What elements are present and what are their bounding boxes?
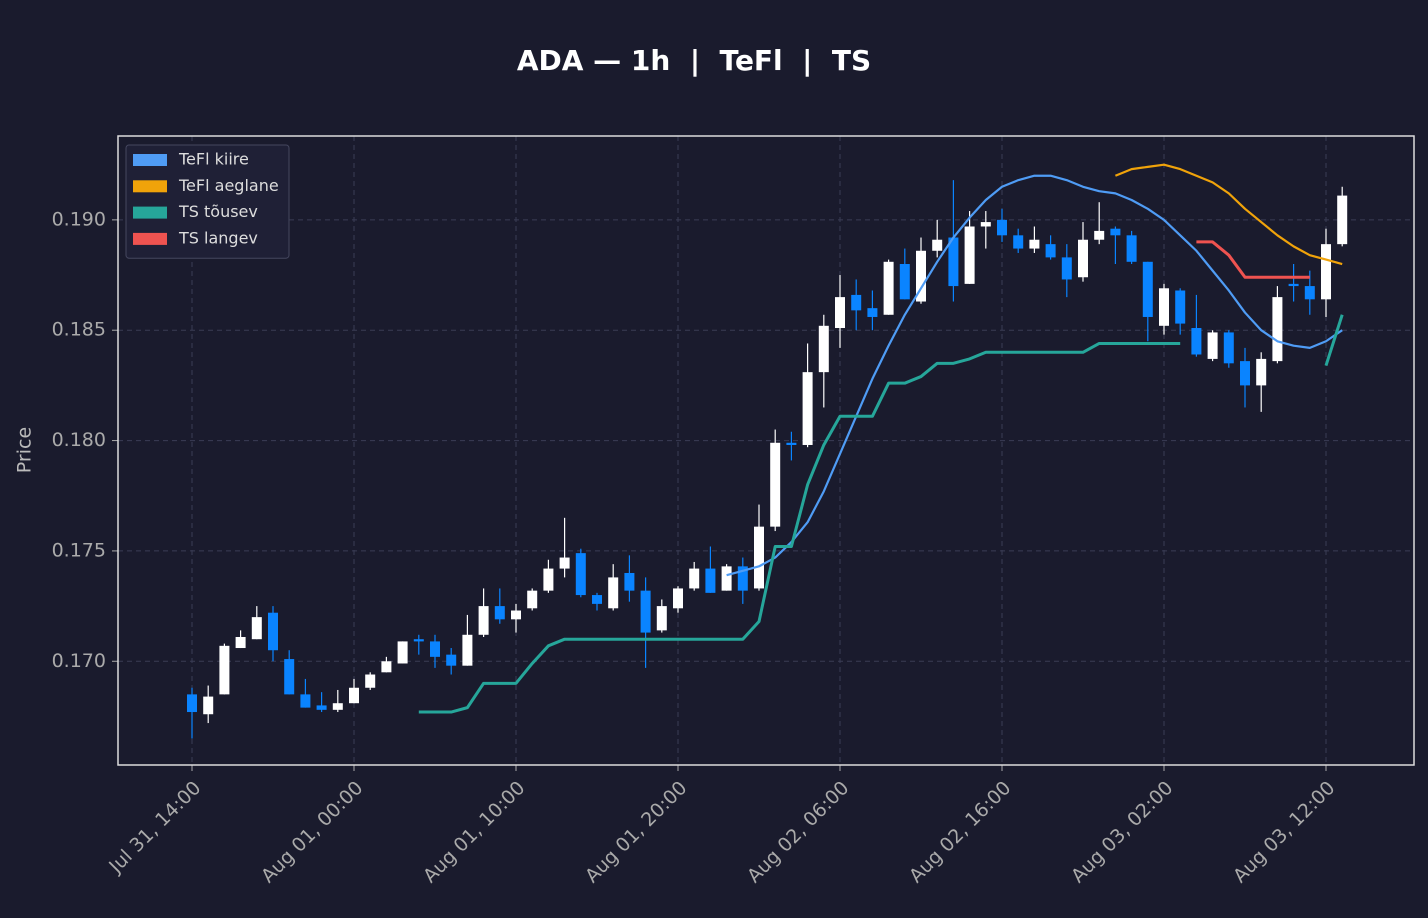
candle-body bbox=[932, 239, 943, 251]
candle-body bbox=[381, 661, 392, 673]
candle-body bbox=[511, 610, 521, 620]
candle-body bbox=[851, 294, 862, 311]
candle-body bbox=[365, 674, 376, 688]
candle-body bbox=[1013, 235, 1024, 249]
candle-body bbox=[1288, 283, 1299, 287]
candle-body bbox=[462, 634, 473, 666]
candle-body bbox=[1321, 244, 1331, 300]
candle-body bbox=[754, 526, 764, 589]
legend-swatch bbox=[133, 180, 167, 193]
candle-body bbox=[705, 568, 716, 593]
legend-label: TeFl kiire bbox=[178, 150, 249, 169]
candle-body bbox=[737, 566, 748, 591]
y-tick-label: 0.190 bbox=[52, 208, 106, 230]
candle-body bbox=[1304, 286, 1315, 300]
candle-body bbox=[268, 612, 278, 651]
candle-body bbox=[1029, 239, 1040, 249]
y-tick-label: 0.175 bbox=[52, 539, 106, 561]
candle-body bbox=[948, 237, 959, 287]
plot-frame bbox=[117, 135, 1415, 766]
candle-body bbox=[867, 308, 878, 317]
candle-body bbox=[413, 639, 424, 642]
candle-body bbox=[316, 705, 327, 710]
candle-body bbox=[1126, 235, 1137, 262]
candle-body bbox=[592, 595, 602, 604]
legend: TeFl kiire TeFl aeglane TS tõusev TS langev bbox=[125, 144, 290, 259]
candle-body bbox=[835, 297, 845, 329]
candle-body bbox=[883, 261, 894, 315]
candle-body bbox=[1045, 244, 1056, 258]
y-tick-label: 0.180 bbox=[52, 429, 106, 451]
candle-body bbox=[1175, 290, 1186, 324]
y-axis-label: Price bbox=[14, 427, 36, 473]
candle-body bbox=[980, 222, 991, 227]
legend-swatch bbox=[133, 232, 167, 245]
candle-body bbox=[899, 264, 910, 300]
indicator-line bbox=[1196, 240, 1310, 279]
candle-body bbox=[689, 568, 700, 589]
candle-body bbox=[251, 617, 262, 640]
candle-body bbox=[478, 606, 489, 635]
candle-body bbox=[1159, 288, 1169, 326]
candle-body bbox=[219, 645, 230, 695]
candle-body bbox=[300, 694, 311, 708]
candle-body bbox=[1094, 230, 1105, 240]
candle-body bbox=[494, 606, 505, 620]
candle-body bbox=[430, 641, 440, 657]
candle-body bbox=[786, 442, 797, 445]
candle-body bbox=[527, 590, 538, 609]
candle-body bbox=[349, 687, 359, 704]
indicator-line bbox=[726, 174, 1343, 577]
candle-body bbox=[203, 696, 214, 715]
candle-body bbox=[624, 572, 635, 591]
candle-body bbox=[608, 577, 619, 609]
candle-body bbox=[543, 568, 554, 591]
candle-body bbox=[1142, 261, 1153, 317]
legend-label: TeFl aeglane bbox=[178, 176, 279, 195]
candle-body bbox=[1191, 328, 1202, 355]
candle-body bbox=[802, 372, 813, 445]
legend-label: TS tõusev bbox=[178, 202, 258, 221]
legend-label: TS langev bbox=[178, 228, 258, 247]
candle-body bbox=[721, 566, 732, 591]
candle-body bbox=[187, 694, 197, 713]
candle-body bbox=[284, 659, 295, 695]
chart-title: ADA — 1h | TeFl | TS bbox=[517, 44, 871, 77]
candle-body bbox=[1337, 195, 1348, 245]
candle-body bbox=[1078, 239, 1088, 278]
candle-body bbox=[1272, 297, 1283, 362]
candle-body bbox=[235, 636, 246, 649]
candle-body bbox=[1240, 361, 1250, 386]
legend-box bbox=[125, 144, 290, 259]
candle-body bbox=[640, 590, 651, 633]
candle-body bbox=[964, 226, 975, 284]
candle-body bbox=[656, 606, 667, 631]
indicator-line bbox=[1324, 314, 1344, 366]
candle-body bbox=[916, 250, 926, 302]
legend-swatch bbox=[133, 206, 167, 219]
candle-body bbox=[446, 654, 457, 666]
candle-body bbox=[818, 325, 829, 373]
candle-body bbox=[1256, 358, 1267, 386]
candle-body bbox=[673, 588, 683, 609]
candle-body bbox=[397, 641, 408, 664]
candle-body bbox=[1223, 332, 1234, 364]
candle-body bbox=[1207, 332, 1218, 359]
indicator-line bbox=[1114, 163, 1343, 266]
candle-body bbox=[1110, 228, 1121, 236]
y-tick-label: 0.170 bbox=[52, 650, 106, 672]
y-tick-label: 0.185 bbox=[52, 319, 106, 341]
legend-swatch bbox=[133, 154, 167, 166]
candle-body bbox=[1061, 257, 1072, 280]
candle-body bbox=[997, 219, 1007, 236]
indicator-line bbox=[418, 341, 1181, 714]
candle-body bbox=[559, 557, 570, 569]
candle-body bbox=[332, 703, 343, 710]
plot-marks bbox=[187, 163, 1348, 739]
candle-body bbox=[770, 442, 781, 527]
candle-body bbox=[575, 553, 586, 596]
